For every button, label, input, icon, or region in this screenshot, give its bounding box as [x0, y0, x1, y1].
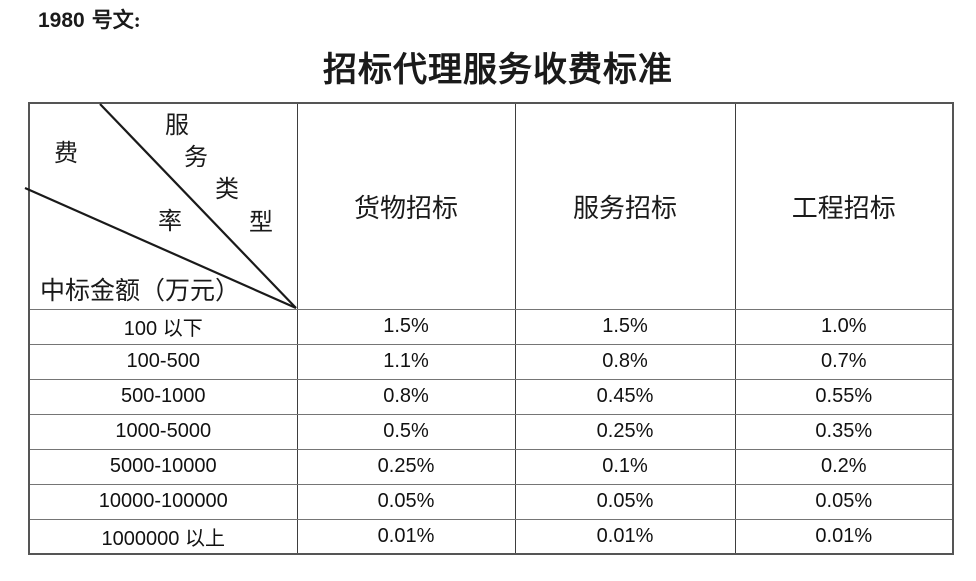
table-row: 10000-100000 0.05% 0.05% 0.05%	[28, 483, 954, 520]
table-row: 100 以下 1.5% 1.5% 1.0%	[28, 308, 954, 345]
rate-cell: 0.05%	[296, 483, 516, 520]
rate-cell: 0.05%	[734, 483, 954, 520]
rate-cell: 0.01%	[514, 518, 736, 555]
fee-rate-char-2: 率	[158, 209, 182, 235]
document-number-suffix: 号文:	[91, 8, 141, 32]
rate-cell: 0.55%	[734, 378, 954, 415]
rate-cell: 1.1%	[296, 343, 516, 380]
rate-cell: 1.0%	[734, 308, 954, 345]
diagonal-corner-cell: 费 服 务 类 率 型 中标金额（万元）	[24, 102, 298, 310]
rate-cell: 1.5%	[514, 308, 736, 345]
rate-cell: 0.8%	[296, 378, 516, 415]
column-header-service: 服务招标	[514, 102, 736, 310]
column-header-engineering: 工程招标	[734, 102, 954, 310]
rate-cell: 0.2%	[734, 448, 954, 485]
table-header-row: 费 服 务 类 率 型 中标金额（万元） 货物招标 服务招标 工程招标	[24, 102, 954, 310]
row-range-label: 1000000 以上	[28, 518, 298, 555]
table-row: 1000-5000 0.5% 0.25% 0.35%	[28, 413, 954, 450]
bid-amount-axis-label: 中标金额（万元）	[40, 278, 241, 305]
column-header-goods: 货物招标	[296, 102, 516, 310]
row-range-label: 100-500	[28, 343, 298, 380]
table-row: 5000-10000 0.25% 0.1% 0.2%	[28, 448, 954, 485]
fee-standard-table: 费 服 务 类 率 型 中标金额（万元） 货物招标 服务招标 工程招标 100 …	[24, 102, 954, 555]
row-range-label: 100 以下	[28, 308, 298, 345]
table-row: 500-1000 0.8% 0.45% 0.55%	[28, 378, 954, 415]
rate-cell: 0.1%	[514, 448, 736, 485]
rate-cell: 1.5%	[296, 308, 516, 345]
fee-rate-char-1: 费	[54, 141, 78, 167]
table-row: 100-500 1.1% 0.8% 0.7%	[28, 343, 954, 380]
rate-cell: 0.7%	[734, 343, 954, 380]
row-range-label: 500-1000	[28, 378, 298, 415]
rate-cell: 0.05%	[514, 483, 736, 520]
row-range-label: 10000-100000	[28, 483, 298, 520]
rate-cell: 0.25%	[514, 413, 736, 450]
rate-cell: 0.25%	[296, 448, 516, 485]
table-row: 1000000 以上 0.01% 0.01% 0.01%	[28, 518, 954, 555]
document-number: 1980	[38, 9, 85, 32]
row-range-label: 5000-10000	[28, 448, 298, 485]
service-type-char-3: 类	[215, 177, 239, 203]
rate-cell: 0.35%	[734, 413, 954, 450]
rate-cell: 0.8%	[514, 343, 736, 380]
service-type-char-4: 型	[249, 210, 273, 236]
diagonal-divider-lines	[24, 103, 297, 310]
rate-cell: 0.45%	[514, 378, 736, 415]
service-type-char-1: 服	[165, 113, 189, 139]
service-type-char-2: 务	[184, 145, 208, 171]
rate-cell: 0.5%	[296, 413, 516, 450]
rate-cell: 0.01%	[296, 518, 516, 555]
document-number-label: 1980 号文:	[38, 4, 141, 34]
page-title: 招标代理服务收费标准	[323, 52, 673, 89]
row-range-label: 1000-5000	[28, 413, 298, 450]
rate-cell: 0.01%	[734, 518, 954, 555]
